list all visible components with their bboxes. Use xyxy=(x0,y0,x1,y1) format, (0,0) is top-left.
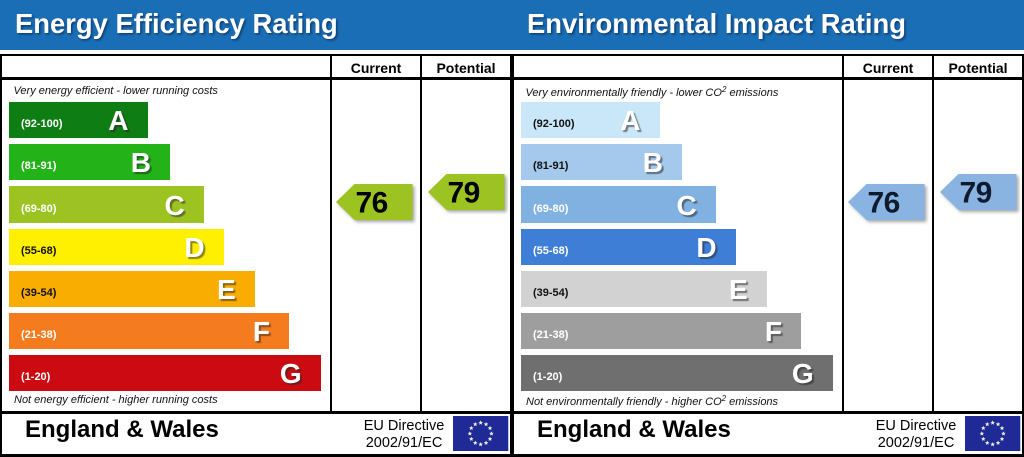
svg-text:79: 79 xyxy=(447,176,479,209)
svg-text:76: 76 xyxy=(868,186,900,219)
svg-text:79: 79 xyxy=(959,176,991,209)
svg-text:76: 76 xyxy=(356,186,388,219)
